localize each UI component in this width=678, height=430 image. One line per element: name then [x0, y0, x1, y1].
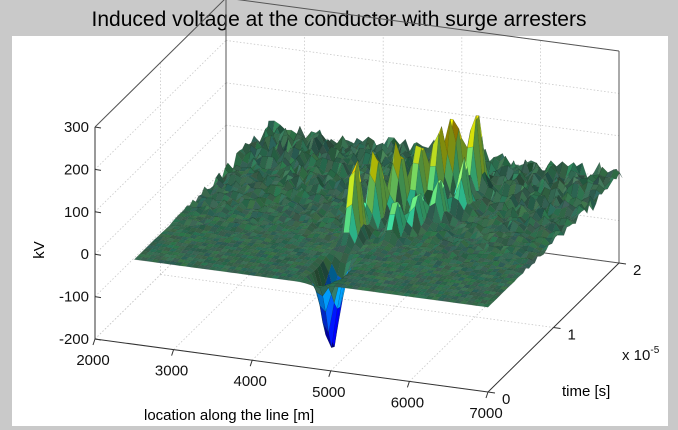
tick-labels: 200030004000500060007000012-200-10001002… [59, 119, 641, 422]
x-tick-mark [171, 349, 175, 356]
grid-line [160, 274, 554, 328]
x-tick-mark [92, 338, 96, 346]
x-tick-label: 5000 [312, 384, 345, 401]
grid-line [330, 241, 463, 372]
x-tick-label: 7000 [469, 405, 502, 422]
z-tick-mark [94, 211, 102, 214]
y-axis-label: time [s] [562, 383, 610, 400]
surface-patch [134, 256, 144, 261]
y-exponent-label: x 10-5 [622, 345, 660, 364]
y-tick-label: 0 [502, 391, 510, 408]
z-tick-label: 100 [64, 204, 89, 221]
z-tick-mark [94, 296, 102, 299]
x-tick-mark [328, 370, 332, 377]
axis-lines [92, 126, 627, 399]
z-tick-mark [94, 338, 102, 341]
z-tick-label: 200 [64, 161, 89, 178]
x-axis-label: location along the line [m] [144, 407, 314, 424]
y-exponent-power: -5 [650, 345, 659, 356]
grid-line [225, 82, 620, 137]
z-tick-label: -100 [59, 289, 89, 306]
x-tick-label: 6000 [391, 394, 424, 411]
z-tick-mark [94, 253, 102, 256]
box-edge [94, 0, 225, 128]
x-tick-mark [406, 381, 410, 388]
grid-line [94, 167, 227, 297]
surface-mesh [134, 115, 623, 348]
grid-line [225, 40, 620, 94]
grid-line [409, 252, 541, 382]
grid-line [94, 124, 227, 255]
grid-line [173, 220, 305, 350]
x-tick-label: 2000 [76, 352, 109, 369]
grid-line [94, 82, 227, 213]
z-tick-label: 0 [81, 246, 89, 263]
x-tick-mark [485, 391, 489, 399]
z-tick-mark [94, 126, 102, 129]
axis-line [94, 338, 489, 393]
y-tick-mark [618, 262, 627, 265]
y-tick-mark [553, 327, 561, 329]
z-tick-label: -200 [59, 331, 89, 348]
y-exponent-base: x 10 [622, 347, 650, 364]
chart-title: Induced voltage at the conductor with su… [92, 8, 587, 31]
x-tick-label: 4000 [234, 373, 267, 390]
box-edge [237, 0, 620, 52]
y-tick-label: 2 [633, 262, 641, 279]
z-tick-mark [94, 168, 102, 171]
z-tick-label: 300 [64, 119, 89, 136]
y-tick-mark [487, 391, 496, 394]
x-tick-label: 3000 [155, 363, 188, 380]
grid-line [94, 40, 227, 170]
y-tick-label: 1 [568, 327, 576, 344]
z-axis-label: kV [31, 241, 48, 259]
x-tick-mark [249, 360, 253, 367]
